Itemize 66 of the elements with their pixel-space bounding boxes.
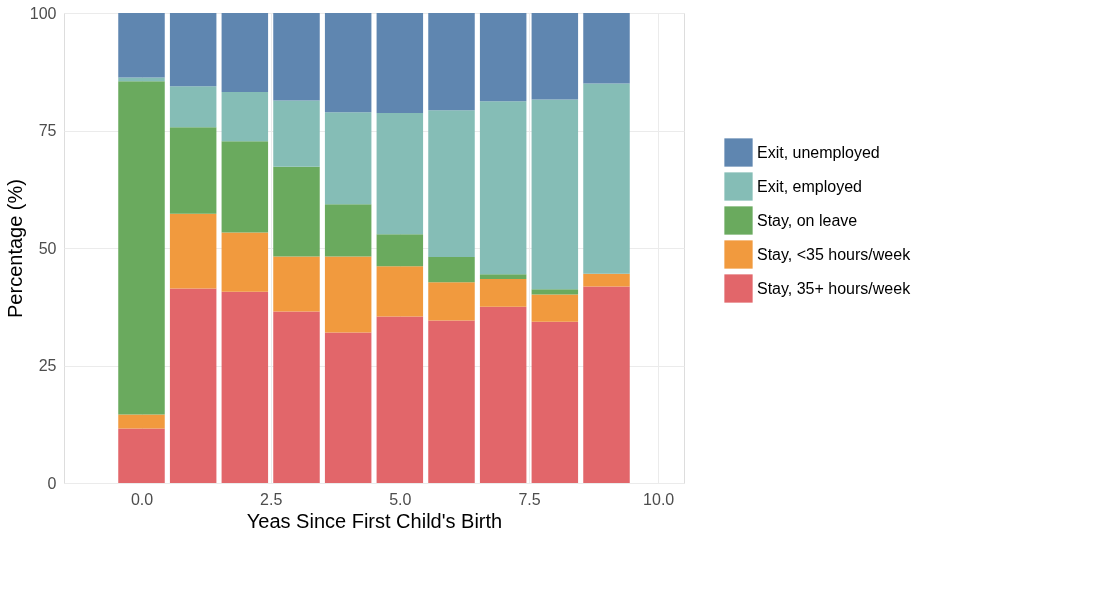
bar <box>583 273 630 287</box>
bar <box>118 414 165 429</box>
bar <box>531 99 579 290</box>
bar <box>376 234 424 267</box>
bar <box>221 291 269 483</box>
bar <box>273 311 320 483</box>
bar <box>376 13 424 114</box>
legend-label: Exit, unemployed <box>757 143 880 161</box>
bar <box>479 101 527 275</box>
y-tick-label: 25 <box>38 357 57 374</box>
bar <box>169 13 217 87</box>
bar <box>428 320 475 483</box>
x-tick-label: 7.5 <box>518 490 541 508</box>
bar <box>169 86 217 128</box>
legend-label: Stay, <35 hours/week <box>757 245 912 263</box>
bar <box>221 13 269 92</box>
legend-label: Exit, employed <box>757 177 862 195</box>
y-tick-label: 0 <box>47 474 57 492</box>
x-tick-label: 5.0 <box>389 490 412 508</box>
x-tick-label: 0.0 <box>130 490 154 508</box>
bar <box>376 266 424 317</box>
bar <box>479 306 527 483</box>
y-tick-label: 75 <box>38 122 57 139</box>
bar <box>118 77 165 82</box>
bar <box>273 256 320 312</box>
bar <box>324 13 372 113</box>
legend-label: Stay, on leave <box>757 211 858 229</box>
bar <box>479 274 527 280</box>
bar <box>583 286 630 483</box>
bar <box>221 232 269 292</box>
x-tick-label: 10.0 <box>643 490 675 508</box>
bar <box>376 316 424 483</box>
bar <box>324 256 372 333</box>
bar <box>324 112 372 205</box>
bar <box>324 332 372 483</box>
bar <box>531 13 579 100</box>
x-tick-label: 2.5 <box>260 490 283 508</box>
bar <box>583 83 630 274</box>
bar <box>583 13 630 84</box>
bar <box>221 91 269 142</box>
bar <box>118 428 165 483</box>
bar <box>273 13 320 101</box>
bar <box>531 294 579 322</box>
bar <box>428 282 475 321</box>
y-axis-title: Percentage (%) <box>3 179 26 318</box>
legend-label: Stay, 35+ hours/week <box>757 279 912 297</box>
bar <box>118 81 165 415</box>
bar <box>428 110 475 257</box>
bar <box>169 213 217 289</box>
y-tick-label: 100 <box>29 4 57 22</box>
bar <box>479 279 527 307</box>
bar <box>273 166 320 257</box>
bar <box>221 141 269 233</box>
bar <box>169 127 217 214</box>
bar <box>479 13 527 102</box>
bar <box>428 13 475 111</box>
bar <box>273 100 320 167</box>
bar <box>531 289 579 295</box>
x-axis-title: Yeas Since First Child's Birth <box>246 509 503 532</box>
bar <box>376 113 424 235</box>
bar <box>531 321 579 483</box>
bar <box>118 13 165 78</box>
y-tick-label: 50 <box>38 239 57 257</box>
bar <box>324 204 372 257</box>
bar <box>428 256 475 283</box>
bar <box>169 288 217 483</box>
